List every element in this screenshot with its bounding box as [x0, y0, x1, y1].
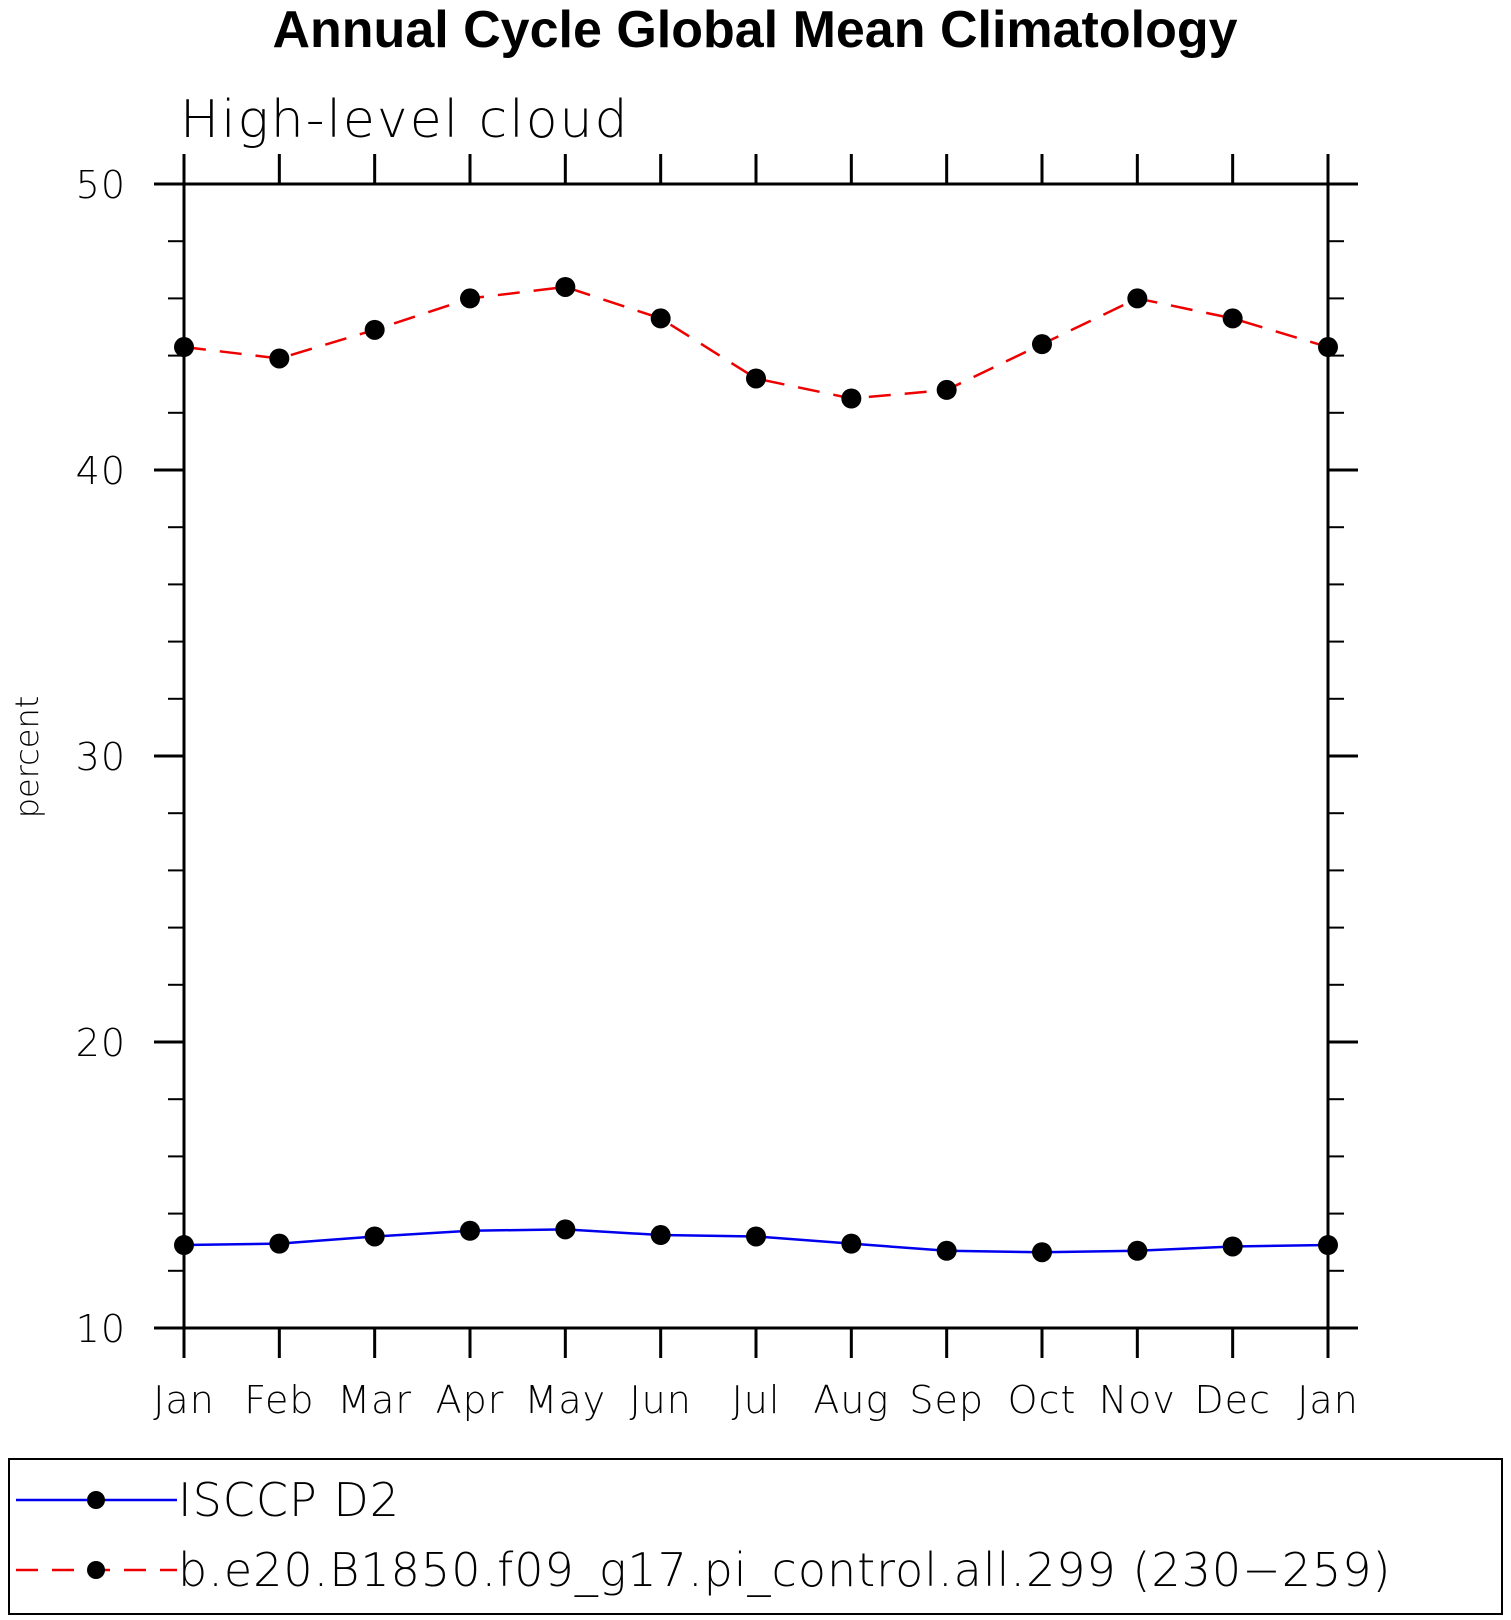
chart-title: Annual Cycle Global Mean Climatology	[272, 1, 1237, 59]
x-tick-label: Jun	[629, 1378, 691, 1422]
x-tick-label: Jul	[732, 1378, 781, 1422]
axis-ticks	[154, 154, 1358, 1358]
data-point-series-0	[174, 1235, 194, 1256]
legend-box	[8, 1458, 1503, 1615]
data-point-series-0	[936, 1240, 957, 1261]
data-point-series-1	[555, 276, 576, 297]
data-point-series-0	[1127, 1240, 1148, 1261]
data-point-series-0	[1032, 1242, 1052, 1263]
x-tick-label: Sep	[909, 1378, 984, 1422]
data-point-series-1	[1222, 308, 1243, 329]
x-tick-label: Apr	[436, 1378, 505, 1422]
legend-entry-isccp: ISCCP D2	[16, 1473, 400, 1527]
data-point-series-0	[269, 1233, 290, 1254]
data-point-series-0	[1318, 1235, 1338, 1256]
data-point-series-1	[364, 319, 385, 340]
data-point-series-1	[269, 348, 290, 369]
data-point-series-1	[1318, 337, 1338, 358]
data-point-series-1	[460, 288, 480, 309]
y-tick-labels: 10 20 30 40 50	[76, 163, 126, 1351]
x-tick-label: Dec	[1194, 1378, 1271, 1422]
x-tick-label: May	[525, 1378, 607, 1422]
legend-entry-model: b.e20.B1850.f09_g17.pi_control.all.299 (…	[16, 1543, 1391, 1597]
data-point-series-0	[364, 1226, 385, 1247]
x-tick-label: Feb	[244, 1378, 314, 1422]
plot-frame	[182, 182, 1330, 1330]
data-point-series-0	[1222, 1236, 1243, 1257]
data-point-series-1	[1127, 288, 1148, 309]
x-tick-label: Jan	[153, 1378, 215, 1422]
legend-marker-isccp	[87, 1491, 105, 1509]
legend-marker-model	[87, 1561, 105, 1579]
y-tick-label: 50	[76, 163, 126, 207]
chart-subtitle: High-level cloud	[180, 90, 629, 150]
y-tick-label: 40	[76, 449, 126, 493]
data-point-series-0	[650, 1225, 671, 1246]
x-tick-label: Mar	[337, 1378, 412, 1422]
data-point-series-0	[555, 1219, 576, 1240]
y-axis-label: percent	[8, 696, 46, 819]
x-tick-labels: Jan Feb Mar Apr May Jun Jul Aug Sep Oct Nov Dec Jan	[153, 1378, 1359, 1422]
x-tick-label: Nov	[1099, 1378, 1176, 1422]
data-point-series-1	[1032, 334, 1052, 355]
data-point-series-1	[746, 368, 766, 389]
x-tick-label: Jan	[1297, 1378, 1359, 1422]
y-tick-label: 30	[76, 735, 126, 779]
data-point-series-0	[746, 1226, 766, 1247]
data-point-series-1	[174, 337, 194, 358]
y-tick-label: 20	[76, 1021, 126, 1065]
legend-label-isccp: ISCCP D2	[178, 1473, 400, 1527]
x-tick-label: Oct	[1008, 1378, 1077, 1422]
x-tick-label: Aug	[813, 1378, 889, 1422]
legend-label-model: b.e20.B1850.f09_g17.pi_control.all.299 (…	[178, 1543, 1391, 1597]
data-point-series-1	[936, 379, 957, 400]
data-point-series-1	[841, 388, 862, 409]
series-layer	[174, 276, 1338, 1263]
data-point-series-1	[650, 308, 671, 329]
data-point-series-0	[841, 1233, 862, 1254]
data-point-series-0	[460, 1220, 480, 1241]
y-tick-label: 10	[76, 1307, 126, 1351]
